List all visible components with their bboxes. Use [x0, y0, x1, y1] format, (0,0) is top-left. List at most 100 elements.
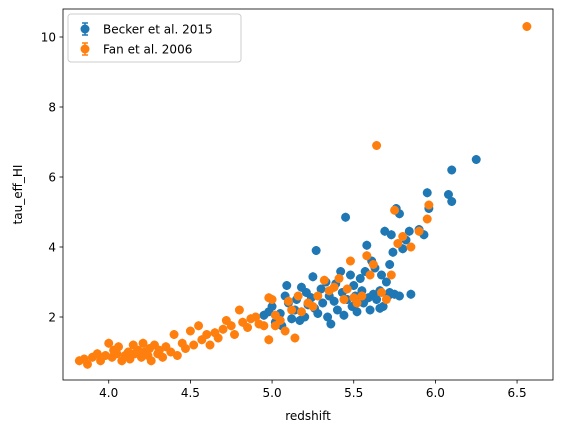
data-point [386, 230, 396, 240]
data-point [352, 307, 362, 317]
data-point [326, 319, 336, 329]
legend-label: Becker et al. 2015 [103, 23, 213, 37]
data-point [243, 323, 253, 332]
axes-frame [62, 8, 554, 381]
data-point [345, 256, 355, 266]
data-point [251, 312, 261, 322]
data-point [345, 270, 355, 280]
data-point [339, 310, 349, 320]
data-point [341, 212, 351, 222]
data-point [230, 330, 239, 339]
y-tick-label: 2 [48, 311, 56, 325]
data-point [226, 321, 236, 331]
axes: 4.0 4.5 5.0 5.5 6.0 6.5 2 4 6 8 10 redshift tau_eff_… [11, 8, 554, 423]
data-point [83, 359, 92, 369]
data-point [287, 305, 297, 315]
data-point [138, 338, 148, 348]
data-point [377, 270, 386, 280]
data-point [394, 291, 404, 301]
data-point [296, 307, 306, 317]
data-point [202, 330, 212, 339]
x-tick-label: 4.5 [181, 386, 200, 400]
data-point [424, 200, 434, 210]
data-point [365, 305, 375, 315]
legend-label: Fan et al. 2006 [103, 43, 192, 57]
x-axis-label: redshift [285, 409, 331, 423]
data-point [283, 296, 293, 306]
data-point [323, 312, 333, 322]
data-point [381, 295, 391, 304]
legend: Becker et al. 2015 Fan et al. 2006 [67, 13, 242, 63]
data-point [114, 342, 124, 352]
data-point [158, 352, 168, 362]
data-point [385, 288, 395, 297]
data-point [372, 141, 382, 150]
data-point [213, 333, 223, 343]
data-point [329, 282, 339, 292]
x-tick-label: 6.0 [426, 386, 445, 400]
legend-box [67, 13, 242, 63]
data-point [267, 302, 277, 311]
data-point [334, 274, 344, 283]
data-point [270, 321, 280, 331]
data-point [290, 333, 300, 343]
data-point [146, 356, 156, 366]
data-point [112, 349, 122, 359]
data-point [308, 272, 318, 282]
x-tick-label: 5.0 [263, 386, 282, 400]
data-point [318, 298, 328, 308]
data-point [447, 197, 457, 206]
data-point [205, 340, 215, 350]
data-point [311, 246, 321, 255]
data-point [406, 289, 416, 299]
legend-marker-icon [80, 44, 90, 54]
data-point [362, 251, 372, 261]
data-point [522, 22, 532, 31]
data-point [342, 284, 352, 294]
data-point [104, 338, 114, 348]
data-point [218, 324, 228, 334]
data-point [388, 247, 398, 257]
data-point [422, 188, 432, 198]
data-point [336, 267, 346, 276]
x-tick-label: 5.5 [344, 386, 363, 400]
data-point [194, 321, 204, 331]
plot-area [74, 22, 532, 369]
data-point [332, 305, 342, 315]
data-point [185, 326, 195, 336]
data-point [390, 205, 400, 215]
data-point [393, 239, 403, 248]
data-point [259, 321, 269, 331]
data-point [293, 291, 303, 301]
data-point [381, 277, 391, 287]
y-tick-label: 10 [41, 31, 56, 45]
data-point [375, 303, 385, 313]
data-point [422, 214, 432, 224]
data-point [339, 295, 349, 304]
series-1 [74, 22, 532, 369]
data-point [414, 226, 424, 236]
y-tick-label: 4 [48, 241, 56, 255]
data-point [92, 349, 102, 359]
data-point [368, 260, 378, 269]
y-tick-label: 8 [48, 101, 56, 115]
data-point [308, 302, 318, 311]
data-point [447, 165, 457, 175]
data-point [404, 226, 414, 236]
data-point [280, 326, 290, 336]
y-axis-label: tau_eff_HI [11, 165, 25, 225]
data-point [372, 295, 382, 304]
y-tick-label: 6 [48, 171, 56, 185]
data-point [264, 335, 274, 345]
data-point [329, 296, 339, 306]
data-point [313, 309, 323, 318]
data-point [172, 351, 182, 360]
data-point [398, 232, 408, 241]
data-point [287, 314, 297, 324]
data-point [471, 155, 481, 164]
data-point [313, 291, 323, 301]
data-point [355, 274, 365, 283]
data-point [362, 240, 372, 250]
data-point [386, 270, 396, 280]
